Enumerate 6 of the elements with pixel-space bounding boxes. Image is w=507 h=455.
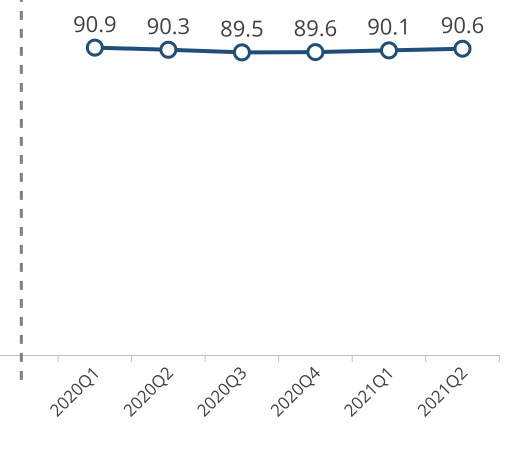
data-label: 90.6 — [440, 10, 484, 40]
data-label: 90.9 — [73, 8, 117, 39]
data-label: 90.1 — [367, 12, 411, 42]
data-label: 89.5 — [220, 14, 264, 44]
data-label: 90.3 — [146, 10, 190, 41]
data-label: 89.6 — [294, 13, 338, 44]
